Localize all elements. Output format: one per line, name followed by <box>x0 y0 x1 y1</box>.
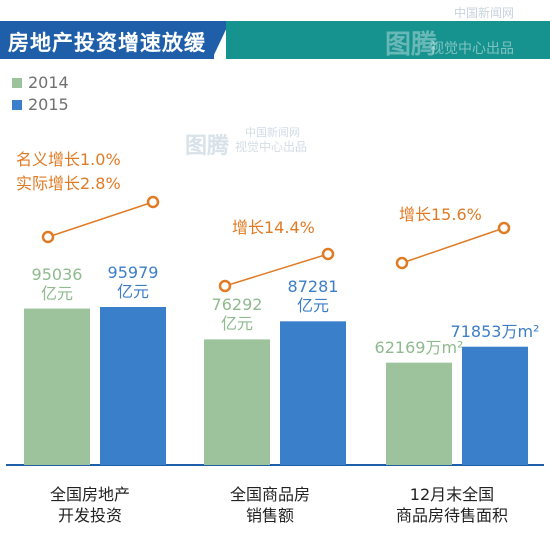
legend-swatch-2015 <box>12 100 22 110</box>
value-label-2014-2: 62169万m² <box>374 337 464 357</box>
legend-swatch-2014 <box>12 78 22 88</box>
category-label-0: 全国房地产 开发投资 <box>49 485 131 525</box>
title-banner-notch <box>212 21 230 59</box>
bar-2015-0 <box>100 307 166 465</box>
growth-note-1: 增长14.4% <box>232 218 315 237</box>
watermark-brand: 图腾 <box>385 30 438 60</box>
chart-title: 房地产投资增速放缓 <box>8 31 206 55</box>
watermark-small-text: 中国新闻网 <box>454 6 515 20</box>
growth-connector-1 <box>224 253 329 287</box>
legend-item-2014: 2014 <box>12 73 69 92</box>
value-label-2015-0: 95979 亿元 <box>107 263 159 301</box>
bar-2015-1 <box>280 321 346 465</box>
legend-label-2015: 2015 <box>28 95 69 114</box>
legend-item-2015: 2015 <box>12 95 69 114</box>
legend-label-2014: 2014 <box>28 73 69 92</box>
growth-marker-end-0 <box>146 195 160 209</box>
title-banner-teal <box>226 21 550 59</box>
title-banner-blue <box>0 21 214 59</box>
value-label-2015-1: 87281 亿元 <box>287 277 339 316</box>
bar-2014-0 <box>24 308 90 465</box>
growth-marker-start-1 <box>218 279 232 293</box>
value-label-2014-0: 95036 亿元 <box>31 264 83 303</box>
category-label-2: 12月末全国 商品房待售面积 <box>395 485 509 525</box>
watermark-small-text-2: 中国新闻网 <box>245 126 300 139</box>
growth-connector-0 <box>47 201 154 238</box>
bar-2014-2 <box>386 362 452 465</box>
growth-note-0: 名义增长1.0% 实际增长2.8% <box>16 150 121 193</box>
category-label-1: 全国商品房 销售额 <box>229 485 311 525</box>
growth-note-2: 增长15.6% <box>399 205 482 224</box>
bar-2015-2 <box>462 346 528 465</box>
growth-connector-2 <box>401 227 505 264</box>
growth-marker-start-2 <box>395 256 409 270</box>
growth-marker-end-2 <box>497 221 511 235</box>
value-label-2015-2: 71853万m² <box>450 321 540 341</box>
growth-marker-end-1 <box>321 247 335 261</box>
value-label-2014-1: 76292 亿元 <box>211 295 263 334</box>
title-banner: 房地产投资增速放缓 图腾 中国新闻网 视觉中心出品 <box>0 0 550 62</box>
watermark-large-text-2: 视觉中心出品 <box>235 140 308 154</box>
watermark-large-text: 视觉中心出品 <box>430 41 514 57</box>
growth-marker-start-0 <box>41 230 55 244</box>
bar-2014-1 <box>204 339 270 465</box>
watermark-brand-2: 图腾 <box>185 134 230 159</box>
